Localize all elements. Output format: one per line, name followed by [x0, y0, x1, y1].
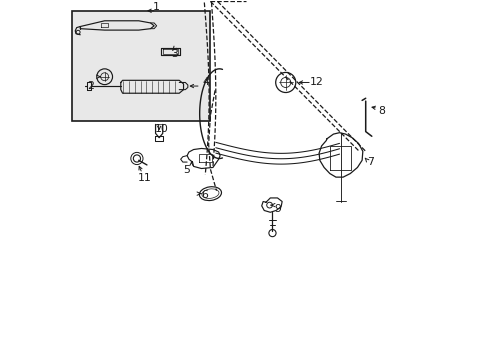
Text: 8: 8 [377, 106, 384, 116]
Text: 4: 4 [202, 77, 209, 87]
Text: 12: 12 [309, 77, 323, 87]
Text: 6: 6 [201, 190, 207, 200]
Text: 5: 5 [183, 165, 189, 175]
Text: 10: 10 [154, 124, 168, 134]
Text: 2: 2 [87, 81, 94, 91]
Text: 3: 3 [171, 49, 178, 59]
Text: 7: 7 [366, 157, 373, 167]
Text: 9: 9 [273, 204, 280, 214]
Text: 1: 1 [153, 2, 160, 12]
Bar [72, 12, 209, 121]
Text: 11: 11 [138, 173, 151, 183]
